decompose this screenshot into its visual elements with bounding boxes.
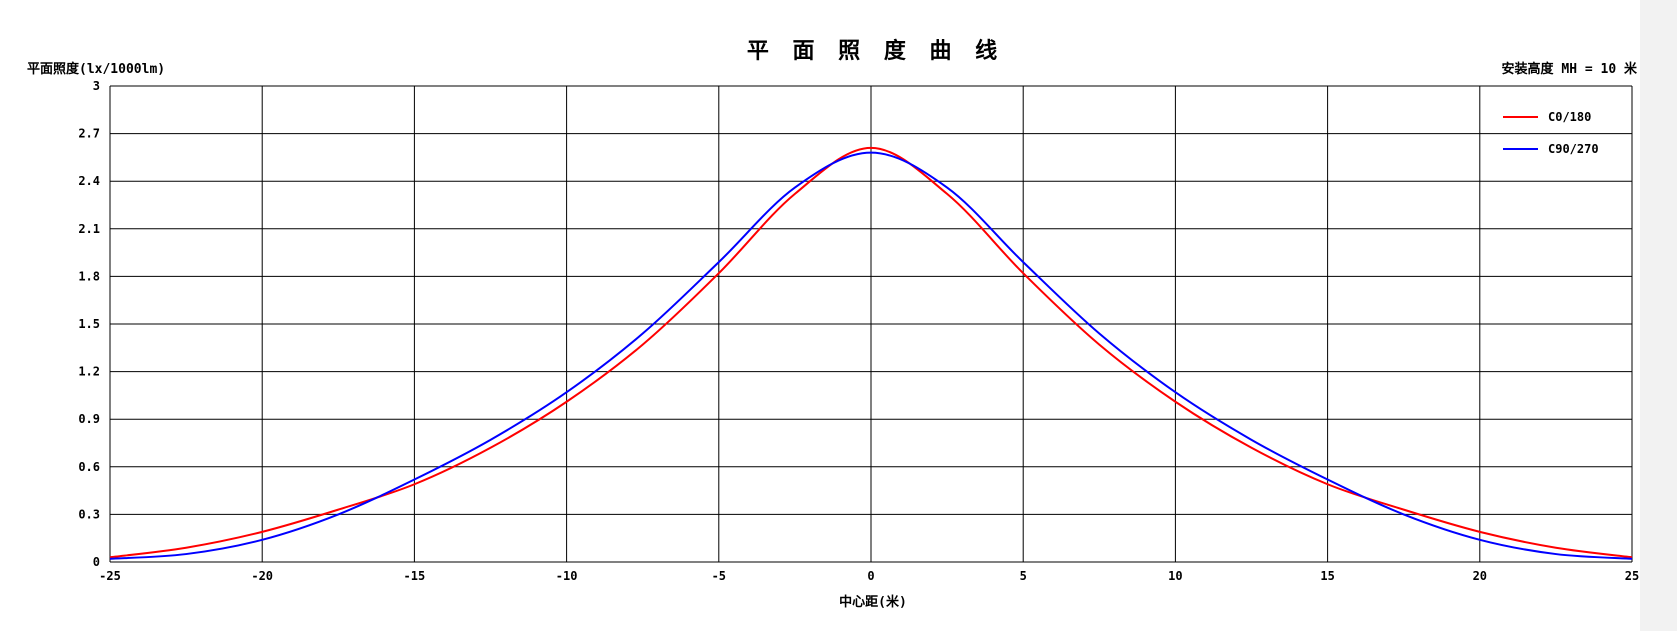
y-tick-label: 1.8 (78, 269, 100, 283)
series-line-c0-180 (109, 146, 1633, 559)
y-tick-label: 3 (93, 79, 100, 93)
y-tick-label: 0.3 (78, 507, 100, 521)
legend: C0/180 C90/270 (1503, 110, 1599, 156)
x-tick-label: -5 (712, 569, 726, 583)
y-tick-label: 0.6 (78, 460, 100, 474)
series-layer (109, 146, 1633, 560)
tick-label-layer: -25 -20 -15 -10 -5 0 5 10 15 20 25 0 0.3 0.6 0.9 1.2 1.5… (78, 79, 1639, 583)
y-axis-label: 平面照度(lx/1000lm) (27, 61, 165, 77)
x-tick-label: 10 (1168, 569, 1182, 583)
legend-label-c0-180: C0/180 (1548, 110, 1591, 124)
y-tick-label: 2.1 (78, 222, 100, 236)
x-tick-label: 0 (867, 569, 874, 583)
x-tick-label: 25 (1625, 569, 1639, 583)
y-tick-label: 1.5 (78, 317, 100, 331)
x-tick-label: -10 (556, 569, 578, 583)
y-tick-label: 2.4 (78, 174, 100, 188)
x-axis-label: 中心距(米) (839, 594, 907, 610)
x-tick-label: 5 (1020, 569, 1027, 583)
chart-title: 平 面 照 度 曲 线 (747, 38, 1005, 64)
mounting-height-annotation: 安装高度 MH = 10 米 (1502, 61, 1638, 77)
legend-label-c90-270: C90/270 (1548, 142, 1599, 156)
y-tick-label: 1.2 (78, 365, 100, 379)
y-tick-label: 2.7 (78, 127, 100, 141)
right-edge-strip (1640, 0, 1677, 631)
grid-layer (109, 85, 1633, 563)
y-tick-label: 0.9 (78, 412, 100, 426)
x-tick-label: -20 (251, 569, 273, 583)
y-tick-label: 0 (93, 555, 100, 569)
x-tick-label: -25 (99, 569, 121, 583)
x-tick-label: 20 (1473, 569, 1487, 583)
x-tick-label: -15 (404, 569, 426, 583)
x-tick-label: 15 (1320, 569, 1334, 583)
series-line-c90-270 (109, 151, 1633, 560)
